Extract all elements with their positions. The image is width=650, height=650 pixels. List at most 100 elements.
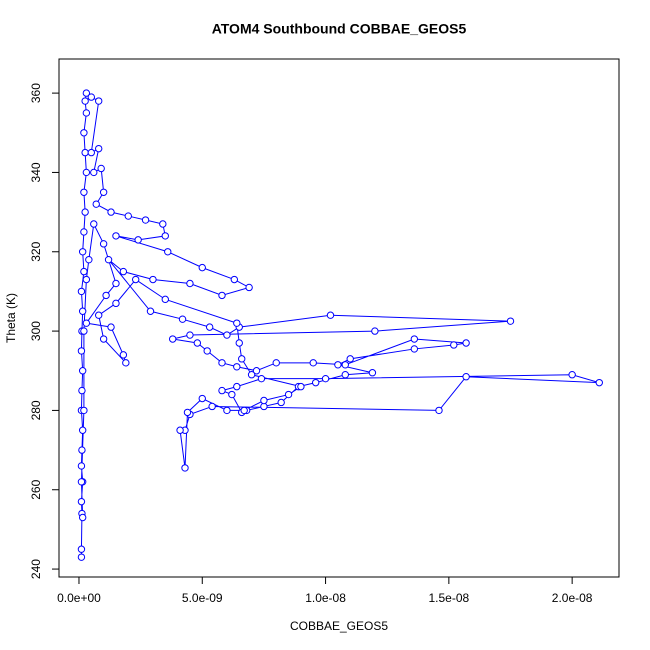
x-tick-label: 0.0e+00 [57,591,101,605]
data-point [334,361,342,369]
data-point [435,406,443,415]
data-point [95,144,103,153]
data-point [218,359,226,367]
data-point [208,402,216,411]
data-point [122,359,130,367]
y-tick-label: 360 [29,83,43,103]
data-point [146,307,155,315]
data-point [568,371,576,379]
data-point [80,188,88,196]
data-point [161,232,169,240]
data-point [368,369,377,377]
data-point [90,168,98,177]
data-point [99,335,108,343]
data-point [159,220,167,228]
data-point [104,255,113,264]
data-point [77,347,86,355]
data-point [77,545,86,553]
data-point [92,200,100,208]
data-point [149,275,157,284]
data-point [228,390,236,399]
data-point [410,335,419,343]
data-point [186,331,194,339]
data-point [112,279,120,288]
data-point [198,263,206,272]
data-point [107,323,115,331]
data-point [85,255,93,264]
data-point [81,208,89,216]
data-point [112,299,120,308]
plot-frame [58,58,620,578]
y-tick-label: 340 [29,162,43,182]
data-point [77,553,86,561]
x-axis-label: COBBAE_GEOS5 [290,619,388,633]
data-point [77,478,86,486]
data-point [131,275,140,284]
data-point [107,208,115,216]
data-point [97,164,105,173]
data-point [260,396,268,405]
data-point [341,371,349,379]
data-point [284,390,293,399]
data-point [595,378,603,387]
y-axis-label: Theta (K) [4,293,18,343]
data-point [80,267,88,276]
data-point [371,327,379,335]
data-point [168,335,177,343]
data-point [233,382,241,391]
y-tick-label: 320 [29,241,43,261]
data-point [223,406,231,415]
data-point [82,109,91,117]
data-point [82,89,91,97]
y-tick-label: 260 [29,479,43,499]
data-line [80,92,600,558]
data-point [78,367,87,375]
y-tick-label: 280 [29,400,43,420]
chart-title: ATOM4 Southbound COBBAE_GEOS5 [212,21,467,37]
data-point [181,464,189,472]
data-point [346,355,354,363]
data-point [238,355,246,363]
data-point [218,386,226,395]
data-point [198,394,206,403]
data-point [218,291,226,300]
data-point [506,317,515,325]
data-point [82,275,91,284]
x-tick-label: 2.0e-08 [552,591,593,605]
data-point [81,148,89,157]
data-point [161,295,169,304]
data-point [247,371,256,379]
data-point [78,248,87,256]
data-point [134,236,142,244]
data-point [87,93,96,101]
data-point [176,426,184,434]
data-point [257,374,266,383]
data-point [78,446,86,454]
data-point [205,323,214,331]
data-point [223,331,231,339]
data-point [410,345,419,353]
data-point [297,382,305,391]
data-point [82,168,91,177]
data-point [186,279,194,288]
data-point [233,319,241,327]
data-point [235,339,243,347]
data-point [80,327,88,335]
data-point [95,311,103,319]
data-point [277,398,285,407]
data-point [119,267,128,276]
data-point [178,315,187,323]
data-point [78,307,87,315]
data-point [90,220,98,228]
data-point [124,212,132,220]
data-point [240,406,248,415]
data-point [77,462,86,470]
x-tick-label: 1.0e-08 [305,591,346,605]
x-tick-label: 5.0e-09 [182,591,223,605]
data-point [233,363,241,371]
data-point [95,97,103,105]
data-point [309,359,317,367]
data-point [245,283,253,292]
data-point [341,361,349,369]
data-point [80,406,88,415]
